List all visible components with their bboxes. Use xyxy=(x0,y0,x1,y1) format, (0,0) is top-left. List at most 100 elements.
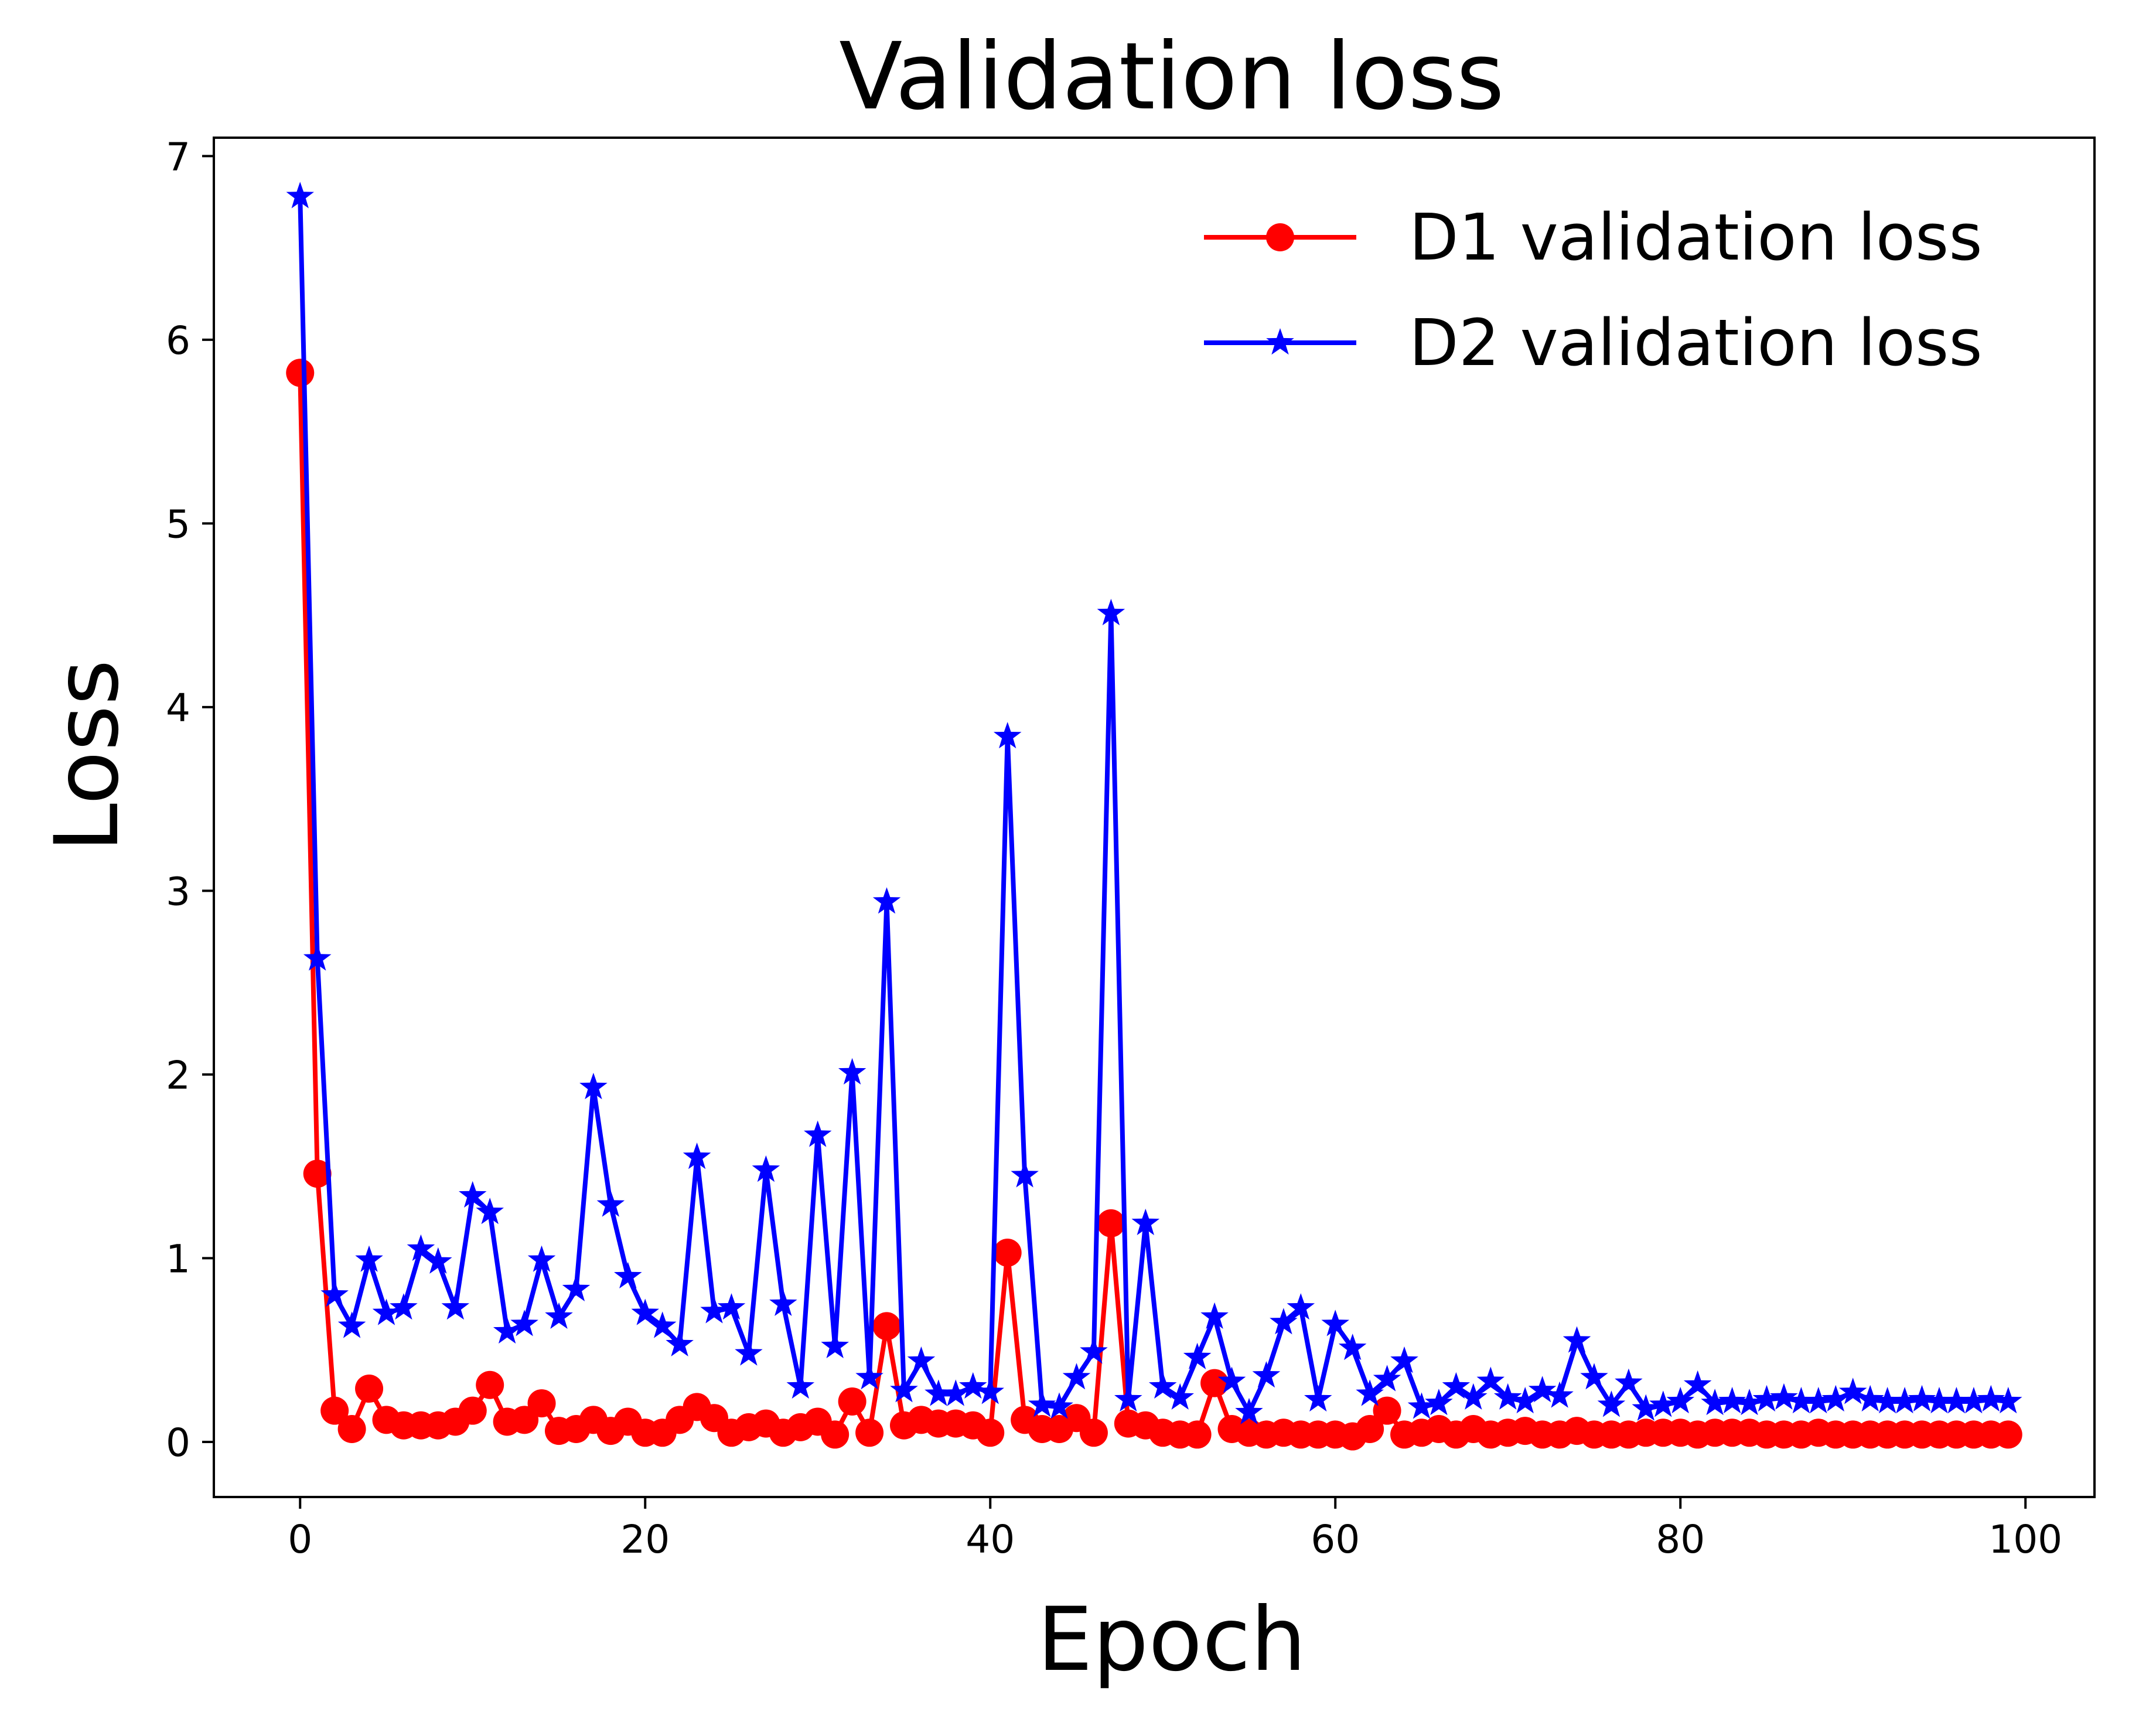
y-tick-label: 4 xyxy=(166,686,190,731)
series-1-point xyxy=(337,1415,366,1443)
y-tick-label: 7 xyxy=(166,134,190,179)
series-1-point xyxy=(527,1389,556,1418)
series-2-point xyxy=(1908,1385,1936,1412)
legend-label: D1 validation loss xyxy=(1409,200,1983,275)
x-tick-label: 80 xyxy=(1656,1517,1705,1562)
series-2-point xyxy=(735,1339,763,1366)
x-tick-label: 20 xyxy=(620,1517,670,1562)
series-2-point xyxy=(1373,1365,1401,1392)
plot-area xyxy=(213,137,2096,1498)
series-2-point xyxy=(1217,1366,1246,1393)
series-1-point xyxy=(476,1370,504,1399)
series-2-point xyxy=(527,1245,556,1272)
series-1-point xyxy=(855,1418,884,1447)
series-2-point xyxy=(769,1289,797,1316)
series-2-point xyxy=(648,1311,677,1338)
series-2-point xyxy=(1114,1385,1142,1412)
series-2-point xyxy=(424,1247,452,1274)
x-axis: 0 20 40 60 80 100 xyxy=(288,1497,2062,1562)
series-2-point xyxy=(1960,1387,1988,1414)
series-2-point xyxy=(441,1293,470,1320)
series-2-point xyxy=(821,1331,849,1359)
series-2-point xyxy=(838,1058,867,1085)
series-1 xyxy=(286,359,2022,1451)
series-1-point xyxy=(838,1387,867,1416)
series-2-point xyxy=(1597,1390,1626,1417)
x-tick-label: 0 xyxy=(288,1517,312,1562)
legend-marker xyxy=(1266,328,1294,355)
series-2-point xyxy=(631,1298,659,1325)
series-2-point xyxy=(683,1143,711,1169)
series-1-point xyxy=(1097,1209,1125,1237)
series-2-point xyxy=(545,1302,573,1329)
series-2-point xyxy=(1701,1389,1729,1416)
series-2-point xyxy=(1148,1372,1177,1399)
series-1-point xyxy=(286,359,315,387)
series-2-point xyxy=(286,182,314,209)
legend-item-2: D2 validation loss xyxy=(1204,305,1983,380)
series-2-point xyxy=(390,1293,418,1320)
series-2-point xyxy=(337,1311,366,1338)
series-2-point xyxy=(872,887,901,914)
series-2-point xyxy=(372,1298,401,1325)
chart-title: Validation loss xyxy=(839,23,1505,131)
series-2-point xyxy=(320,1280,349,1307)
series-2-point xyxy=(1338,1334,1367,1360)
legend-label: D2 validation loss xyxy=(1409,305,1983,380)
plot-frame xyxy=(213,137,2096,1498)
series-2-point xyxy=(1873,1387,1902,1414)
y-tick-label: 5 xyxy=(166,502,190,547)
series-2-point xyxy=(1287,1293,1315,1320)
legend-item-1: D1 validation loss xyxy=(1204,200,1983,275)
series-2-point xyxy=(752,1155,780,1182)
legend-marker xyxy=(1266,223,1294,251)
y-tick-label: 6 xyxy=(166,318,190,363)
series-2-point xyxy=(303,944,332,971)
series-2-point xyxy=(1390,1346,1418,1373)
series-1-point xyxy=(1200,1369,1229,1397)
series-1-point xyxy=(1183,1420,1212,1449)
series-2-point xyxy=(1649,1390,1677,1417)
series-2-point xyxy=(1994,1387,2022,1414)
series-2-point xyxy=(1407,1392,1436,1419)
series-2-point xyxy=(1942,1387,1971,1414)
series-2-point xyxy=(993,722,1022,749)
x-tick-label: 100 xyxy=(1988,1517,2062,1562)
series-1-point xyxy=(355,1375,384,1403)
series-2-point xyxy=(1304,1385,1332,1412)
series-2-point xyxy=(1270,1308,1298,1335)
series-2-point xyxy=(1821,1385,1850,1412)
series-2-point xyxy=(1183,1342,1212,1369)
y-tick-label: 2 xyxy=(166,1053,190,1098)
series-2-point xyxy=(976,1377,1004,1404)
series-1-point xyxy=(320,1396,349,1425)
series-2 xyxy=(286,182,2022,1424)
series-1-point xyxy=(1079,1418,1108,1447)
series-2-point xyxy=(459,1181,487,1208)
series-2-point xyxy=(1062,1363,1091,1390)
series-2-point xyxy=(1200,1302,1229,1329)
y-tick-label: 0 xyxy=(166,1420,190,1465)
series-2-point xyxy=(1666,1387,1694,1414)
series-1-point xyxy=(1373,1396,1401,1425)
series-2-point xyxy=(1166,1383,1194,1410)
legend: D1 validation loss D2 validation loss xyxy=(1204,200,1983,380)
series-2-point xyxy=(700,1297,728,1324)
series-2-point xyxy=(355,1245,383,1272)
series-2-point xyxy=(476,1198,504,1225)
y-axis-label: Loss xyxy=(36,659,138,852)
series-2-point xyxy=(959,1372,987,1399)
series-2-point xyxy=(1580,1363,1608,1390)
series-1-point xyxy=(1994,1420,2022,1449)
series-2-point xyxy=(614,1261,642,1288)
series-1-point xyxy=(458,1396,487,1425)
series-2-point xyxy=(1977,1385,2005,1412)
series-2-point xyxy=(907,1346,936,1373)
series-2-point xyxy=(1080,1337,1108,1364)
series-2-point xyxy=(1252,1361,1281,1388)
y-axis: 0 1 2 3 4 5 6 7 xyxy=(166,134,214,1465)
series-2-point xyxy=(1321,1310,1349,1336)
series-2-point xyxy=(1891,1387,1919,1414)
series-2-point xyxy=(1856,1385,1884,1412)
series-2-point xyxy=(1097,599,1125,626)
